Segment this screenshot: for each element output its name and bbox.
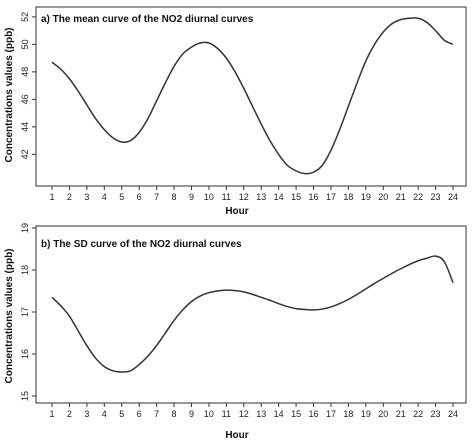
x-tick-label: 13: [256, 409, 266, 419]
x-tick-label: 15: [291, 192, 301, 202]
panel-a-y-axis: 42 44 46 48 50 52: [20, 12, 36, 159]
x-tick-label: 8: [172, 192, 177, 202]
x-tick-label: 7: [154, 192, 159, 202]
x-tick-label: 9: [189, 192, 194, 202]
x-tick-label: 18: [343, 192, 353, 202]
x-tick-label: 11: [222, 409, 231, 419]
y-tick-label: 50: [20, 39, 30, 49]
x-tick-label: 21: [396, 409, 406, 419]
x-tick-label: 2: [67, 409, 72, 419]
x-tick-label: 12: [239, 409, 249, 419]
panel-b-series-line: [51, 255, 454, 373]
x-tick-label: 3: [84, 409, 89, 419]
x-tick-label: 6: [137, 409, 142, 419]
x-tick-label: 16: [309, 409, 319, 419]
panel-a-series-line: [51, 17, 454, 175]
x-tick-label: 7: [154, 409, 159, 419]
x-tick-label: 4: [102, 192, 107, 202]
x-tick-label: 5: [119, 409, 124, 419]
panel-a-x-axis: 1 2 3 4 5 6 7 8 9 10 11 12 13 14 15 16 17 18 19 20 21 22 23 24: [49, 186, 458, 202]
y-tick-label: 15: [20, 391, 30, 401]
x-tick-label: 1: [49, 409, 54, 419]
y-tick-label: 19: [20, 223, 30, 233]
x-tick-label: 4: [102, 409, 107, 419]
panel-b-ylabel: Concentrations values (ppb): [4, 248, 15, 383]
y-tick-label: 44: [20, 122, 30, 132]
x-tick-label: 10: [204, 192, 214, 202]
panel-b-title: b) The SD curve of the NO2 diurnal curve…: [41, 239, 242, 250]
y-tick-label: 18: [20, 265, 30, 275]
x-tick-label: 1: [49, 192, 54, 202]
x-tick-label: 17: [326, 409, 336, 419]
x-tick-label: 12: [239, 192, 249, 202]
x-tick-label: 15: [291, 409, 301, 419]
x-tick-label: 23: [431, 192, 441, 202]
x-tick-label: 16: [309, 192, 319, 202]
y-tick-label: 42: [20, 149, 30, 159]
panel-b: b) The SD curve of the NO2 diurnal curve…: [4, 223, 467, 441]
x-tick-label: 20: [378, 192, 388, 202]
y-tick-label: 16: [20, 349, 30, 359]
y-tick-label: 48: [20, 67, 30, 77]
panel-a-xlabel: Hour: [225, 206, 248, 217]
y-tick-label: 52: [20, 12, 30, 22]
panel-a-plot-box: [35, 6, 467, 187]
x-tick-label: 5: [119, 192, 124, 202]
y-tick-label: 17: [20, 307, 30, 317]
x-tick-label: 21: [396, 192, 406, 202]
y-tick-label: 46: [20, 94, 30, 104]
x-tick-label: 6: [137, 192, 142, 202]
x-tick-label: 11: [222, 192, 231, 202]
panel-a-title: a) The mean curve of the NO2 diurnal cur…: [41, 14, 254, 25]
panel-b-x-axis: 1 2 3 4 5 6 7 8 9 10 11 12 13 14 15 16 17 18 19 20 21 22 23 24: [49, 403, 458, 419]
panel-a: a) The mean curve of the NO2 diurnal cur…: [4, 6, 467, 217]
x-tick-label: 14: [274, 192, 284, 202]
x-tick-label: 22: [413, 409, 423, 419]
panel-a-ylabel: Concentrations values (ppb): [4, 27, 15, 162]
x-tick-label: 17: [326, 192, 336, 202]
x-tick-label: 19: [361, 192, 371, 202]
x-tick-label: 20: [378, 409, 388, 419]
panel-b-y-axis: 15 16 17 18 19: [20, 223, 36, 401]
x-tick-label: 23: [431, 409, 441, 419]
x-tick-label: 9: [189, 409, 194, 419]
x-tick-label: 14: [274, 409, 284, 419]
x-tick-label: 8: [172, 409, 177, 419]
x-tick-label: 24: [448, 192, 458, 202]
panel-b-xlabel: Hour: [225, 430, 248, 441]
panel-b-plot-box: [35, 225, 467, 404]
x-tick-label: 19: [361, 409, 371, 419]
x-tick-label: 22: [413, 192, 423, 202]
x-tick-label: 3: [84, 192, 89, 202]
x-tick-label: 10: [204, 409, 214, 419]
x-tick-label: 2: [67, 192, 72, 202]
x-tick-label: 18: [343, 409, 353, 419]
x-tick-label: 13: [256, 192, 266, 202]
x-tick-label: 24: [448, 409, 458, 419]
